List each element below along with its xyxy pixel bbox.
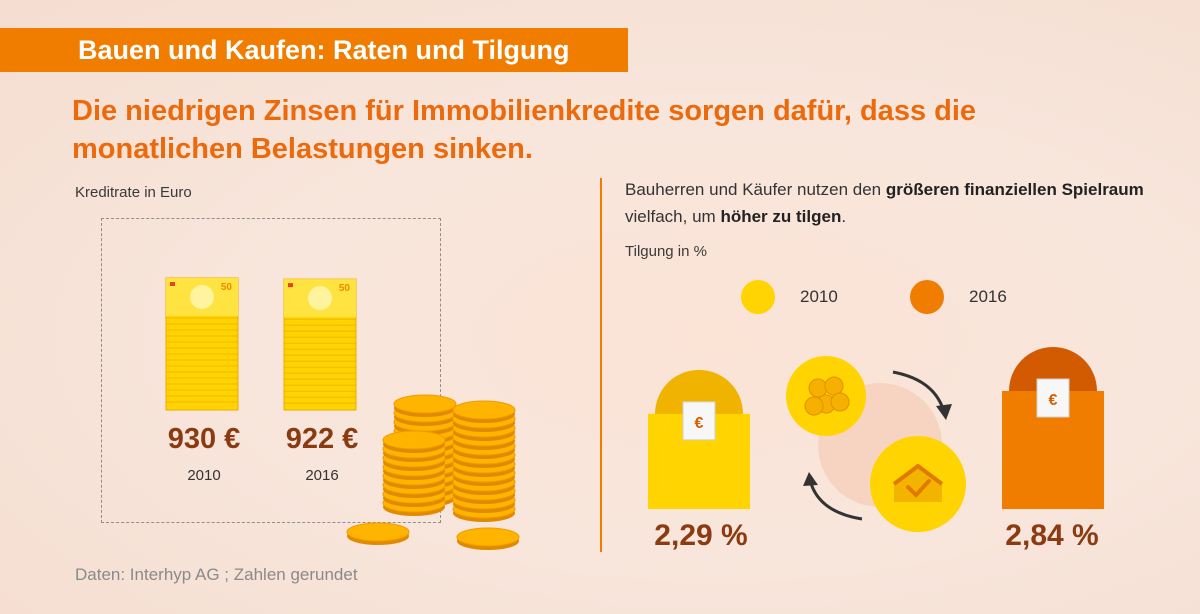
title-bar — [0, 28, 628, 72]
legend-label-2010: 2010 — [800, 287, 838, 306]
banknote-watermark — [190, 285, 214, 309]
house-circle-icon — [870, 436, 966, 532]
cycle-arrow-bottom-head — [803, 472, 818, 486]
value-label-tilgung-2016: 2,84 % — [1005, 519, 1099, 552]
left-chart-frame — [101, 218, 441, 523]
euro-symbol: € — [1049, 392, 1058, 409]
intro-text-part2: vielfach, um — [625, 207, 721, 226]
banknote-watermark — [308, 286, 332, 311]
left-chart-label: Kreditrate in Euro — [75, 184, 192, 201]
intro-text-part3: . — [841, 207, 847, 226]
panel-divider — [600, 178, 602, 552]
savings-box-2010: € — [648, 369, 750, 509]
euro-symbol: € — [695, 415, 704, 432]
loose-coin — [456, 527, 520, 550]
cycle-arrow-top-head — [936, 404, 952, 420]
page-title: Bauen und Kaufen: Raten und Tilgung — [78, 35, 570, 65]
legend-label-2016: 2016 — [969, 287, 1007, 306]
legend-swatch-2016 — [910, 280, 944, 314]
intro-bold1: größeren finanziellen Spielraum — [885, 180, 1144, 199]
banknote-denomination: 50 — [221, 282, 233, 293]
banknote-stack-2016: 50 — [283, 278, 357, 411]
savings-box-2016: € — [1002, 347, 1104, 509]
right-intro-text: Bauherren und Käufer nutzen den größeren… — [625, 176, 1145, 230]
category-label-2016: 2016 — [305, 467, 339, 484]
coins-circle-icon — [786, 356, 866, 436]
banknote-flag — [170, 282, 175, 286]
banknote-denomination: 50 — [339, 283, 351, 294]
loose-coin — [346, 522, 410, 545]
coin-stack-1-coin — [452, 400, 516, 423]
banknote-flag — [288, 283, 293, 288]
headline: Die niedrigen Zinsen für Immobilienkredi… — [72, 95, 977, 165]
coin-stack-0-coin — [393, 394, 457, 417]
euro-note — [682, 401, 716, 441]
coin-stack-2-coin — [382, 430, 446, 453]
value-label-tilgung-2010: 2,29 % — [654, 519, 748, 552]
right-chart-label: Tilgung in % — [625, 243, 707, 260]
intro-text-part1: Bauherren und Käufer nutzen den — [625, 180, 886, 199]
intro-bold2: höher zu tilgen — [720, 207, 842, 226]
legend-swatch-2010 — [741, 280, 775, 314]
value-label-2010: 930 € — [167, 423, 241, 455]
cycle-arrow-bottom — [808, 479, 863, 521]
banknote-stack-2010: 50 — [165, 277, 239, 411]
value-label-2016: 922 € — [285, 423, 359, 455]
euro-note — [1036, 378, 1070, 418]
source-note: Daten: Interhyp AG ; Zahlen gerundet — [75, 565, 358, 584]
category-label-2010: 2010 — [187, 467, 221, 484]
